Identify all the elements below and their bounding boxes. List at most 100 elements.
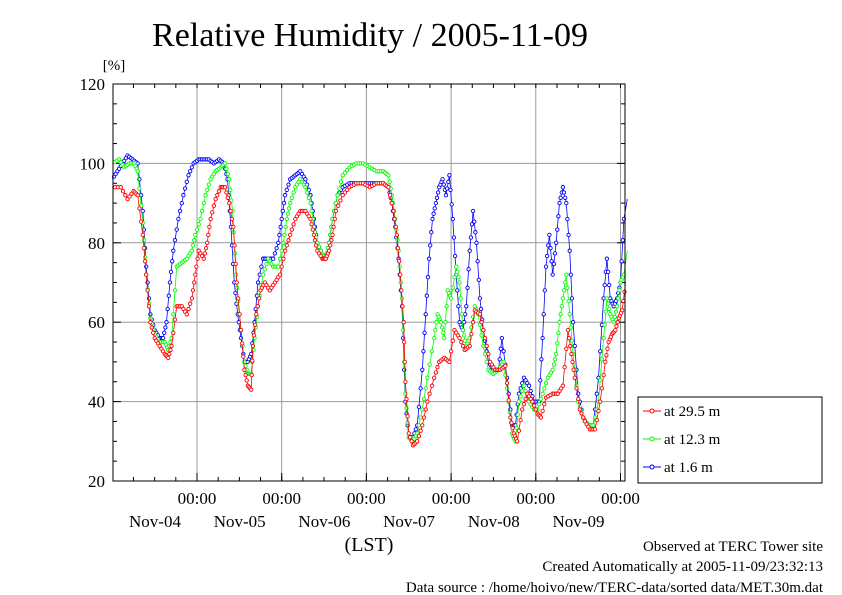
- data-point: [451, 235, 457, 240]
- data-point: [550, 367, 555, 372]
- data-point: [572, 375, 577, 380]
- data-point: [271, 256, 276, 261]
- data-point: [416, 404, 422, 410]
- data-point: [479, 320, 484, 325]
- data-point: [561, 190, 567, 195]
- series-at-1-6-m: [111, 153, 628, 440]
- data-point: [463, 312, 468, 317]
- data-point: [303, 177, 308, 182]
- data-point: [418, 415, 423, 420]
- data-point: [455, 288, 460, 293]
- data-point: [571, 367, 576, 372]
- data-point: [205, 240, 210, 245]
- data-point: [568, 272, 573, 277]
- data-point: [531, 403, 537, 408]
- data-point: [198, 216, 203, 222]
- data-point: [274, 245, 279, 251]
- data-point: [444, 304, 449, 309]
- data-point: [138, 219, 144, 224]
- data-point: [264, 261, 269, 267]
- data-point: [331, 224, 336, 230]
- data-point: [262, 267, 267, 272]
- data-point: [193, 232, 198, 238]
- x-tick-day: Nov-07: [383, 512, 435, 531]
- data-point: [569, 338, 575, 343]
- data-point: [484, 343, 489, 349]
- data-point: [240, 341, 245, 346]
- data-point: [459, 339, 464, 345]
- data-point: [521, 402, 527, 407]
- series-at-29-5-m: [112, 181, 627, 448]
- data-point: [434, 195, 440, 200]
- data-point: [284, 243, 289, 248]
- data-point: [387, 193, 393, 198]
- data-point: [149, 325, 154, 330]
- data-point: [308, 216, 313, 222]
- data-point: [171, 330, 176, 335]
- data-point: [423, 312, 428, 317]
- data-point: [395, 245, 401, 251]
- data-point: [540, 391, 545, 396]
- data-point: [548, 245, 553, 251]
- data-point: [144, 264, 149, 269]
- data-point: [432, 335, 437, 341]
- data-point: [581, 415, 586, 420]
- data-point: [567, 248, 572, 253]
- data-point: [515, 412, 520, 417]
- data-point: [225, 195, 230, 200]
- data-point: [189, 248, 195, 253]
- data-point: [449, 202, 454, 207]
- data-point: [612, 314, 618, 320]
- data-point: [215, 193, 220, 198]
- data-point: [467, 248, 472, 253]
- data-point: [241, 354, 246, 359]
- data-point: [594, 417, 599, 423]
- data-point: [165, 306, 170, 312]
- data-point: [604, 353, 609, 358]
- y-tick-label: 60: [88, 313, 105, 332]
- data-point: [431, 211, 436, 216]
- data-point: [418, 428, 423, 433]
- data-point: [446, 179, 451, 185]
- data-point: [467, 343, 472, 349]
- data-point: [272, 251, 278, 256]
- data-point: [397, 259, 402, 264]
- data-point: [577, 407, 582, 412]
- data-point: [288, 200, 293, 206]
- data-point: [619, 259, 624, 264]
- data-point: [614, 324, 619, 329]
- data-point: [342, 170, 348, 175]
- data-point: [557, 200, 562, 206]
- data-point: [551, 261, 557, 267]
- data-point: [605, 301, 611, 306]
- data-point: [553, 240, 559, 245]
- data-point: [514, 425, 519, 431]
- data-point: [195, 256, 200, 261]
- data-point: [231, 224, 236, 230]
- data-point: [547, 232, 552, 238]
- data-point: [228, 208, 233, 214]
- data-point: [171, 312, 176, 317]
- data-point: [533, 407, 538, 412]
- data-point: [279, 264, 284, 269]
- data-point: [280, 208, 285, 214]
- data-point: [177, 208, 183, 214]
- data-point: [146, 304, 152, 309]
- data-point: [400, 304, 405, 309]
- data-point: [447, 173, 452, 178]
- data-point: [259, 264, 264, 269]
- plot-frame: [112, 83, 626, 482]
- data-point: [224, 166, 229, 171]
- data-point: [450, 285, 455, 290]
- data-point: [599, 386, 605, 391]
- data-point: [564, 200, 569, 206]
- data-point: [615, 320, 620, 325]
- data-point: [277, 256, 283, 261]
- data-point: [172, 288, 178, 293]
- data-point: [475, 259, 480, 264]
- data-point: [427, 391, 432, 396]
- data-point: [168, 269, 174, 275]
- data-point: [473, 230, 478, 235]
- data-point: [478, 306, 484, 312]
- data-point: [181, 193, 186, 198]
